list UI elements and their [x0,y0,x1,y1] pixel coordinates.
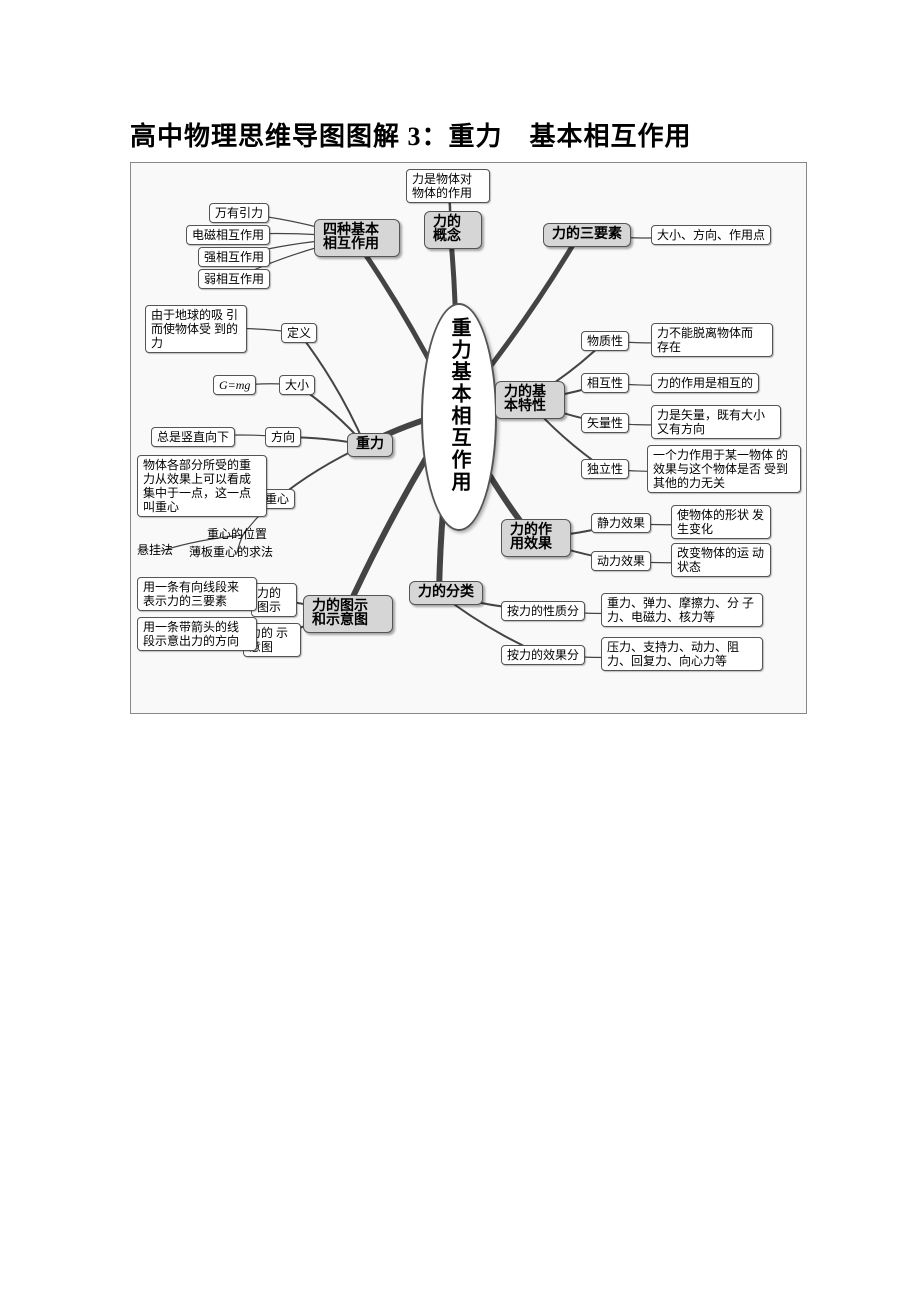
node-g_thin: 薄板重心的求法 [189,543,273,560]
node-g_pos: 重心的位置 [207,525,267,542]
node-d_show_v: 用一条有向线段来 表示力的三要素 [137,577,257,611]
node-c_three_v: 大小、方向、作用点 [651,225,771,245]
node-p_mat: 物质性 [581,331,629,351]
node-g_dir_v: 总是竖直向下 [151,427,235,447]
mindmap-canvas: 重力 基本相互作用 力的 概念 力是物体对 物体的作用力的三要素大小、方向、作用点… [130,162,807,714]
node-f3: 强相互作用 [198,247,270,267]
node-f1: 万有引力 [209,203,269,223]
node-g_def: 定义 [281,323,317,343]
node-c_diag: 力的图示 和示意图 [303,595,393,633]
node-cl_eff_v: 压力、支持力、动力、阻 力、回复力、向心力等 [601,637,763,671]
node-c_eff: 力的作 用效果 [501,519,571,557]
node-g_def_v: 由于地球的吸 引而使物体受 到的力 [145,305,247,353]
node-cl_nat: 按力的性质分 [501,601,585,621]
node-g_hang: 悬挂法 [137,541,173,558]
node-cl_eff: 按力的效果分 [501,645,585,665]
node-e_stat: 静力效果 [591,513,651,533]
node-p_mut_v: 力的作用是相互的 [651,373,759,393]
page-title: 高中物理思维导图图解 3：重力 基本相互作用 [130,116,692,153]
node-e_stat_v: 使物体的形状 发生变化 [671,505,771,539]
node-p_ind: 独立性 [581,459,629,479]
center-topic: 重力 基本相互作用 [421,303,497,531]
center-line1: 重力 [448,317,470,361]
node-g_mag_v: G=mg [213,375,256,395]
node-p_ind_v: 一个力作用于某一物体 的效果与这个物体是否 受到其他的力无关 [647,445,801,493]
node-f2: 电磁相互作用 [186,225,270,245]
center-line2: 基本相互作用 [448,361,470,493]
node-p_vec: 矢量性 [581,413,629,433]
node-g_dir: 方向 [265,427,301,447]
node-e_dyn_v: 改变物体的运 动状态 [671,543,771,577]
node-d_show: 力的 图示 [251,583,297,617]
node-c_three: 力的三要素 [543,223,631,247]
node-g_mag: 大小 [279,375,315,395]
node-c_grav: 重力 [347,433,393,457]
node-cl_nat_v: 重力、弹力、摩擦力、分 子力、电磁力、核力等 [601,593,763,627]
node-d_sch_v: 用一条带箭头的线 段示意出力的方向 [137,617,257,651]
node-g_cent_v: 物体各部分所受的重 力从效果上可以看成 集中于一点，这一点 叫重心 [137,455,267,517]
node-p_mat_v: 力不能脱离物体而 存在 [651,323,773,357]
node-c_force: 力的 概念 [424,211,482,249]
node-p_vec_v: 力是矢量，既有大小 又有方向 [651,405,781,439]
node-c_four: 四种基本 相互作用 [314,219,400,257]
node-c_class: 力的分类 [409,581,483,605]
node-c_force_def: 力是物体对 物体的作用 [406,169,490,203]
node-e_dyn: 动力效果 [591,551,651,571]
node-p_mut: 相互性 [581,373,629,393]
node-f4: 弱相互作用 [198,269,270,289]
node-c_feat: 力的基 本特性 [495,381,565,419]
